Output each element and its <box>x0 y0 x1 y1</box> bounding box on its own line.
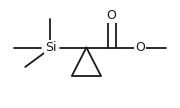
Text: Si: Si <box>45 41 56 54</box>
Text: O: O <box>136 41 145 54</box>
Text: O: O <box>107 9 116 22</box>
